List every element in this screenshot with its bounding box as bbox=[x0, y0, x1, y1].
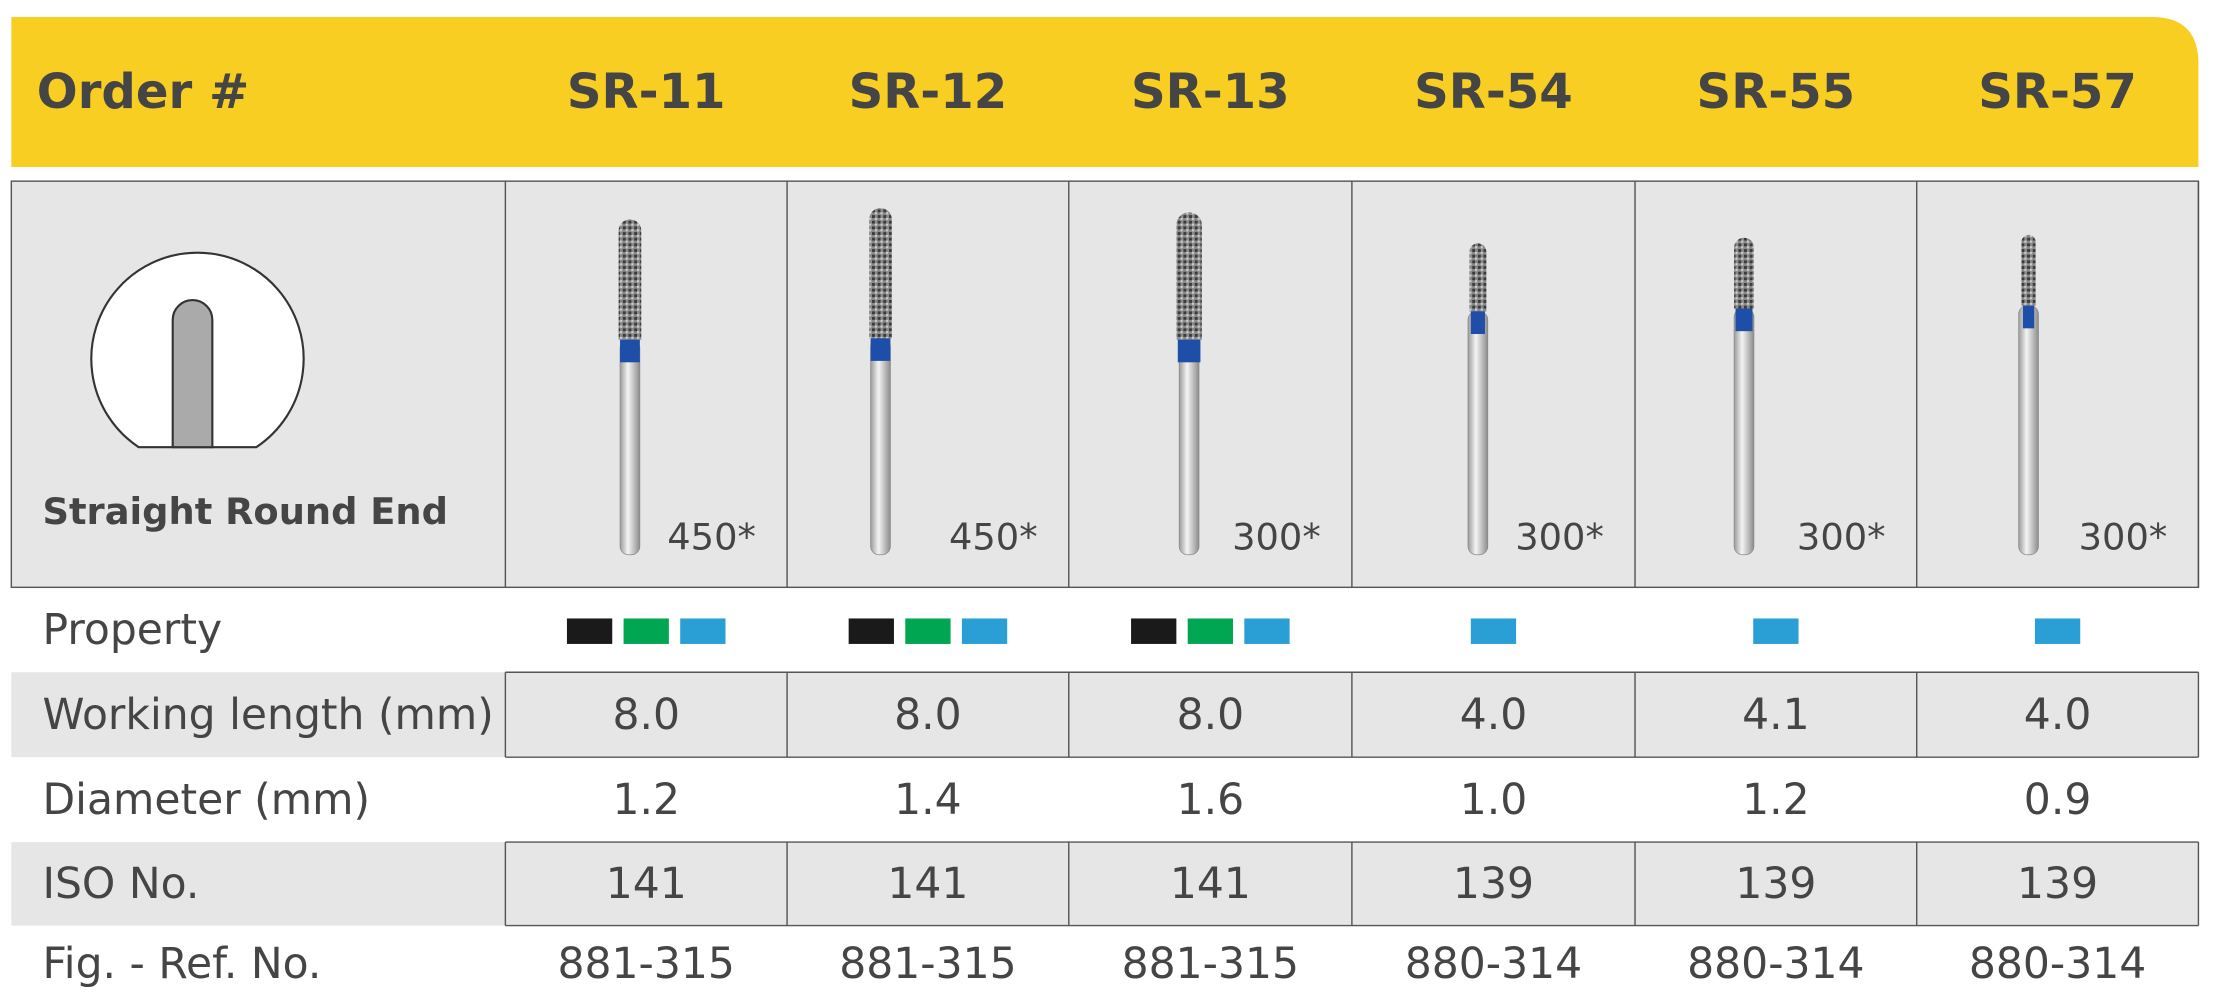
property-swatch bbox=[905, 618, 951, 644]
bur-head bbox=[2021, 234, 2036, 306]
speed: 300* bbox=[2079, 516, 2168, 559]
cell-value: 881-315 bbox=[1122, 940, 1299, 989]
header-label: Order # bbox=[37, 64, 250, 120]
cell-value: 4.1 bbox=[1742, 691, 1810, 740]
order-code: SR-13 bbox=[1131, 64, 1290, 120]
header-band bbox=[11, 16, 2199, 168]
cell-value: 1.6 bbox=[1177, 776, 1245, 825]
bur-shank bbox=[619, 339, 641, 556]
cell-value: 141 bbox=[1170, 860, 1251, 909]
speed: 300* bbox=[1515, 516, 1604, 559]
row-bg bbox=[11, 842, 2199, 926]
cell-value: 141 bbox=[887, 860, 968, 909]
property-swatch bbox=[1187, 618, 1233, 644]
cell-value: 880-314 bbox=[1405, 940, 1582, 989]
cell-value: 139 bbox=[2017, 860, 2098, 909]
cell-value: 1.0 bbox=[1460, 776, 1528, 825]
cell-value: 880-314 bbox=[1969, 940, 2146, 989]
order-code: SR-57 bbox=[1978, 64, 2137, 120]
bur-band bbox=[620, 339, 640, 363]
order-code: SR-54 bbox=[1414, 64, 1573, 120]
bur-head bbox=[1469, 243, 1487, 312]
order-code: SR-12 bbox=[849, 64, 1008, 120]
row-label: Property bbox=[42, 606, 222, 655]
image-row-border bbox=[10, 180, 2200, 589]
speed: 450* bbox=[667, 516, 756, 559]
property-swatch bbox=[680, 618, 726, 644]
bur-band bbox=[1470, 311, 1485, 334]
image-row bbox=[11, 181, 2199, 588]
cell-value: 139 bbox=[1735, 860, 1816, 909]
bur-shank bbox=[2018, 305, 2039, 556]
cell-value: 141 bbox=[606, 860, 687, 909]
cell-value: 8.0 bbox=[894, 691, 962, 740]
row-label: Diameter (mm) bbox=[42, 776, 370, 825]
bur-band bbox=[2022, 305, 2035, 329]
bur-band bbox=[1735, 308, 1753, 332]
speed: 300* bbox=[1797, 516, 1886, 559]
cell-value: 8.0 bbox=[612, 691, 680, 740]
cell-value: 881-315 bbox=[558, 940, 735, 989]
cell-value: 139 bbox=[1453, 860, 1534, 909]
property-swatch bbox=[848, 618, 894, 644]
bur-shank bbox=[1178, 339, 1200, 556]
speed: 300* bbox=[1232, 516, 1321, 559]
row-label: Fig. - Ref. No. bbox=[42, 940, 321, 989]
property-swatch bbox=[623, 618, 669, 644]
property-swatch bbox=[961, 618, 1008, 644]
property-swatch bbox=[1131, 618, 1177, 644]
bur-shank bbox=[1733, 308, 1755, 556]
cell-value: 0.9 bbox=[2024, 776, 2092, 825]
bur-head bbox=[1176, 212, 1202, 340]
bur-shank bbox=[1467, 311, 1489, 556]
row-label: ISO No. bbox=[42, 860, 199, 909]
cell-value: 880-314 bbox=[1687, 940, 1864, 989]
bur-shank bbox=[870, 337, 891, 556]
cell-value: 1.2 bbox=[1742, 776, 1810, 825]
property-swatch bbox=[1753, 618, 1799, 644]
shape-label: Straight Round End bbox=[42, 490, 448, 533]
bur-head bbox=[1734, 237, 1754, 309]
row-label: Working length (mm) bbox=[42, 691, 493, 740]
cell-value: 8.0 bbox=[1177, 691, 1245, 740]
cell-value: 1.2 bbox=[612, 776, 680, 825]
speed: 450* bbox=[949, 516, 1038, 559]
bur-head bbox=[869, 208, 892, 339]
property-swatch bbox=[1244, 618, 1290, 644]
shape-icon-cut bbox=[171, 299, 214, 449]
property-swatch bbox=[1470, 618, 1517, 644]
row-bg bbox=[11, 672, 2199, 758]
cell-value: 4.0 bbox=[1460, 691, 1528, 740]
cell-value: 881-315 bbox=[839, 940, 1016, 989]
property-swatch bbox=[566, 618, 613, 644]
cell-value: 4.0 bbox=[2024, 691, 2092, 740]
property-swatch bbox=[2034, 618, 2081, 644]
bur-head bbox=[618, 219, 642, 340]
order-code: SR-11 bbox=[567, 64, 726, 120]
cell-value: 1.4 bbox=[894, 776, 962, 825]
order-code: SR-55 bbox=[1697, 64, 1856, 120]
bur-band bbox=[870, 338, 891, 361]
bur-band bbox=[1177, 339, 1201, 363]
